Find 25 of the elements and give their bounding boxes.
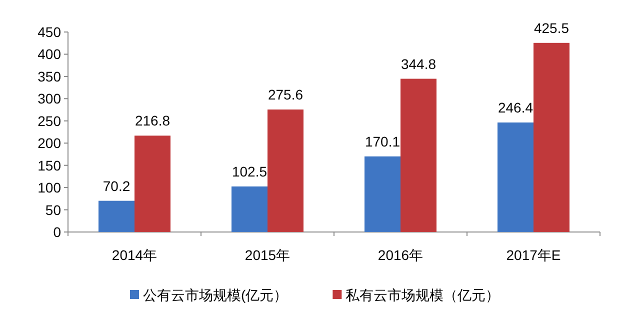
y-tick-label: 350 xyxy=(38,68,62,84)
data-label: 425.5 xyxy=(534,20,570,36)
data-label: 246.4 xyxy=(498,99,534,116)
data-label: 216.8 xyxy=(134,112,170,129)
x-tick-label: 2015年 xyxy=(244,247,290,263)
y-tick-label: 100 xyxy=(38,180,62,196)
data-label: 70.2 xyxy=(102,178,130,194)
y-tick-label: 50 xyxy=(45,202,62,218)
y-tick-label: 400 xyxy=(38,46,62,62)
data-label: 344.8 xyxy=(400,56,436,72)
y-tick-label: 0 xyxy=(53,224,62,240)
legend-label: 公有云市场规模(亿元） xyxy=(143,287,288,303)
data-label: 102.5 xyxy=(232,163,268,180)
x-tick-label: 2014年 xyxy=(112,247,158,263)
y-tick-label: 250 xyxy=(38,112,62,129)
x-tick-label: 2016年 xyxy=(378,247,424,263)
y-tick-label: 450 xyxy=(38,24,62,40)
y-tick-label: 300 xyxy=(38,90,62,107)
plot: 0 50 100 150 200 250 300 350 400 450 2014年 2015年 2016年 2017年E 70.2 102.5 170.1 246.4 216.8 275.6 344.8 425.5 xyxy=(38,20,600,263)
data-label: 170.1 xyxy=(364,133,400,150)
y-tick-label: 150 xyxy=(38,157,62,174)
legend-label: 私有云市场规模（亿元） xyxy=(346,287,500,303)
y-tick-label: 200 xyxy=(38,135,62,152)
data-label: 275.6 xyxy=(268,86,304,103)
x-tick-label: 2017年E xyxy=(506,247,561,263)
